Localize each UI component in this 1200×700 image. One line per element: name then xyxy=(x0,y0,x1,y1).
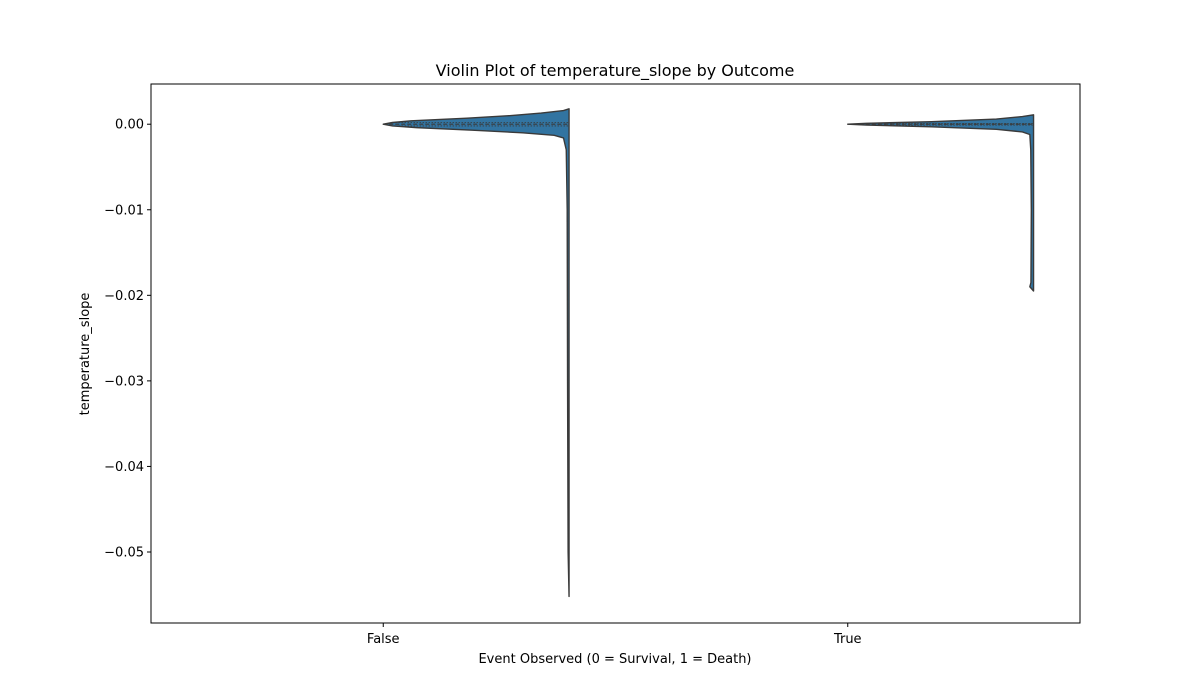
y-tick-label: 0.00 xyxy=(115,118,144,133)
x-tick-label: True xyxy=(833,632,862,647)
x-tick-label: False xyxy=(367,632,400,647)
violins-layer xyxy=(382,108,1035,598)
y-axis-label: temperature_slope xyxy=(78,293,93,416)
violin-body-true xyxy=(847,114,1035,292)
y-tick-label: −0.03 xyxy=(104,374,144,389)
x-axis: False True xyxy=(367,623,862,647)
plot-area-frame xyxy=(150,83,1081,624)
violin-body-false xyxy=(382,108,570,598)
x-axis-label: Event Observed (0 = Survival, 1 = Death) xyxy=(478,652,751,667)
y-tick-label: −0.04 xyxy=(104,460,144,475)
y-tick-label: −0.02 xyxy=(104,289,144,304)
y-tick-label: −0.05 xyxy=(104,545,144,560)
chart-title: Violin Plot of temperature_slope by Outc… xyxy=(436,61,795,81)
y-tick-label: −0.01 xyxy=(104,203,144,218)
y-axis: 0.00 −0.01 −0.02 −0.03 −0.04 −0.05 xyxy=(104,118,151,560)
